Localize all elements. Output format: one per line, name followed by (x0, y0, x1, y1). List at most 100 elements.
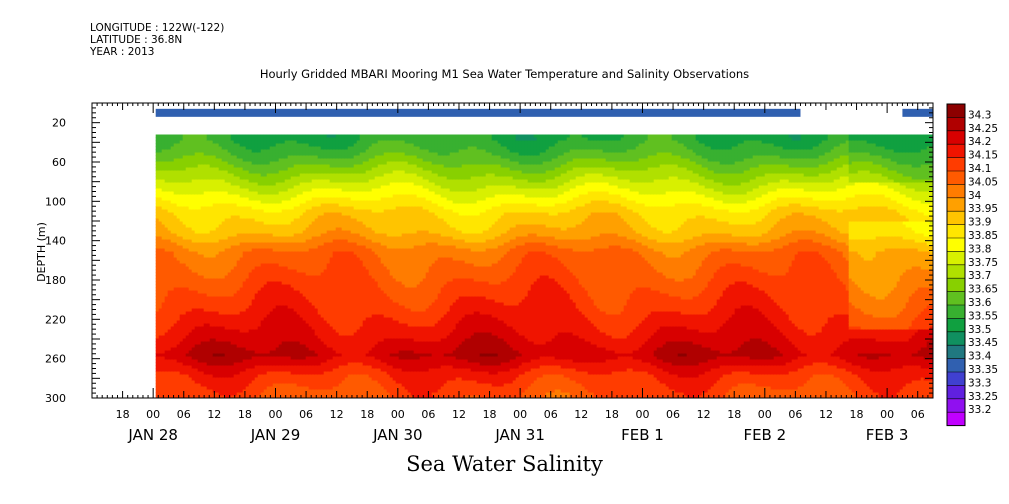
salinity-cell (167, 350, 172, 355)
salinity-cell (206, 332, 211, 337)
salinity-cell (188, 155, 193, 160)
salinity-cell (230, 344, 235, 349)
salinity-cell (212, 173, 217, 178)
salinity-cell (212, 197, 217, 202)
salinity-cell (170, 185, 175, 190)
salinity-cell (203, 278, 208, 283)
salinity-cell (197, 170, 202, 175)
salinity-cell (179, 320, 184, 325)
salinity-cell (188, 149, 193, 154)
salinity-cell (158, 254, 163, 259)
salinity-cell (227, 161, 232, 166)
salinity-cell (206, 194, 211, 199)
salinity-cell (248, 374, 253, 379)
salinity-cell (170, 197, 175, 202)
salinity-cell (161, 308, 166, 313)
salinity-cell (239, 266, 244, 271)
salinity-cell (230, 353, 235, 358)
salinity-cell (185, 350, 190, 355)
salinity-cell (161, 365, 166, 370)
salinity-cell (242, 314, 247, 319)
salinity-cell (245, 152, 250, 157)
salinity-cell (227, 149, 232, 154)
salinity-cell (245, 299, 250, 304)
salinity-cell (236, 236, 241, 241)
salinity-cell (194, 338, 199, 343)
salinity-cell (170, 341, 175, 346)
salinity-cell (215, 314, 220, 319)
salinity-cell (212, 269, 217, 274)
salinity-cell (158, 311, 163, 316)
salinity-cell (239, 173, 244, 178)
salinity-cell (173, 335, 178, 340)
salinity-cell (242, 176, 247, 181)
salinity-cell (224, 317, 229, 322)
salinity-cell (179, 242, 184, 247)
salinity-cell (224, 311, 229, 316)
salinity-cell (221, 338, 226, 343)
salinity-cell (239, 170, 244, 175)
salinity-cell (188, 215, 193, 220)
salinity-cell (170, 311, 175, 316)
salinity-cell (245, 338, 250, 343)
salinity-cell (200, 263, 205, 268)
salinity-cell (227, 386, 232, 391)
salinity-cell (224, 392, 229, 397)
salinity-cell (203, 212, 208, 217)
salinity-cell (197, 386, 202, 391)
salinity-cell (206, 179, 211, 184)
salinity-cell (233, 188, 238, 193)
salinity-cell (173, 218, 178, 223)
salinity-cell (161, 380, 166, 385)
salinity-cell (200, 290, 205, 295)
salinity-cell (215, 206, 220, 211)
salinity-cell (194, 149, 199, 154)
salinity-cell (206, 278, 211, 283)
salinity-cell (176, 167, 181, 172)
salinity-cell (239, 278, 244, 283)
salinity-cell (173, 143, 178, 148)
salinity-cell (176, 176, 181, 181)
salinity-cell (182, 260, 187, 265)
chart-title: Hourly Gridded MBARI Mooring M1 Sea Wate… (0, 67, 1009, 81)
salinity-cell (215, 161, 220, 166)
salinity-cell (212, 350, 217, 355)
salinity-cell (176, 272, 181, 277)
salinity-cell (155, 164, 160, 169)
salinity-cell (164, 221, 169, 226)
salinity-cell (176, 386, 181, 391)
salinity-cell (227, 224, 232, 229)
salinity-cell (212, 209, 217, 214)
salinity-cell (212, 290, 217, 295)
salinity-cell (218, 140, 223, 145)
salinity-cell (233, 176, 238, 181)
salinity-cell (167, 155, 172, 160)
salinity-cell (227, 350, 232, 355)
salinity-cell (161, 221, 166, 226)
salinity-cell (203, 209, 208, 214)
salinity-cell (176, 182, 181, 187)
salinity-cell (245, 284, 250, 289)
salinity-cell (224, 344, 229, 349)
salinity-cell (215, 272, 220, 277)
salinity-cell (209, 296, 214, 301)
salinity-cell (245, 257, 250, 262)
salinity-cell (206, 173, 211, 178)
salinity-cell (164, 143, 169, 148)
salinity-cell (221, 173, 226, 178)
salinity-cell (230, 275, 235, 280)
salinity-cell (209, 359, 214, 364)
salinity-cell (236, 137, 241, 142)
salinity-cell (203, 326, 208, 331)
salinity-cell (179, 251, 184, 256)
salinity-cell (227, 326, 232, 331)
salinity-cell (206, 386, 211, 391)
salinity-cell (194, 317, 199, 322)
salinity-cell (245, 362, 250, 367)
salinity-cell (167, 188, 172, 193)
salinity-cell (230, 236, 235, 241)
salinity-cell (215, 227, 220, 232)
salinity-cell (188, 290, 193, 295)
salinity-cell (209, 353, 214, 358)
salinity-cell (158, 392, 163, 397)
